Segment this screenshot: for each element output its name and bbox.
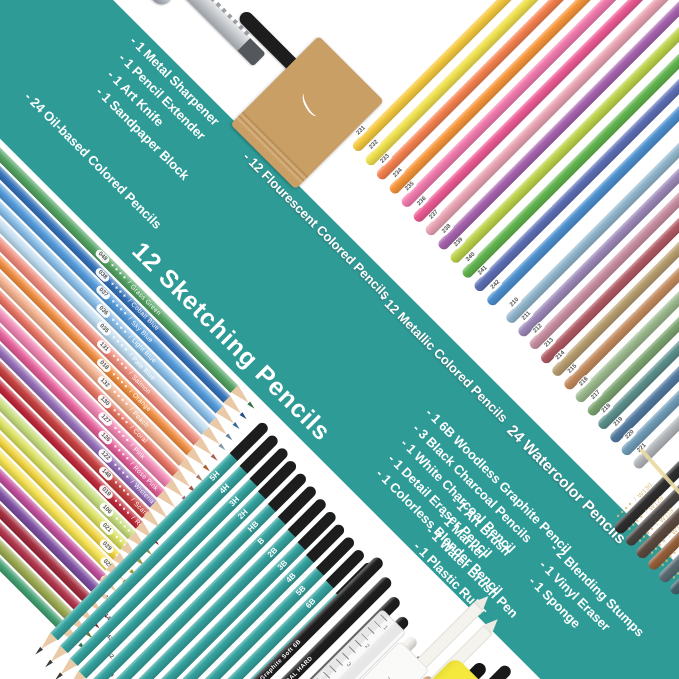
grade-label: 5H bbox=[207, 469, 222, 483]
pencil-core-tip bbox=[225, 432, 234, 442]
ruler-number: 2 bbox=[363, 643, 370, 650]
ruler-number: 3 bbox=[344, 661, 352, 669]
grade-label: 6B bbox=[303, 596, 318, 611]
eraser-label: Vinyl bbox=[375, 675, 394, 679]
grade-label: 2B bbox=[265, 545, 280, 560]
sandpaper-staple-mark bbox=[299, 90, 323, 119]
grade-label: HB bbox=[246, 519, 261, 534]
pencil-core-tip bbox=[210, 453, 220, 463]
grade-label: B bbox=[255, 536, 267, 547]
grade-label: 3H bbox=[227, 494, 241, 509]
grade-label: 3B bbox=[275, 558, 289, 572]
grade-label: 4H bbox=[217, 481, 231, 496]
pencil-core-tip bbox=[247, 401, 256, 411]
grade-label: 4B bbox=[284, 571, 299, 585]
graphite-point bbox=[53, 672, 63, 679]
pencil-core-tip bbox=[217, 443, 227, 452]
graphite-point bbox=[33, 646, 44, 657]
pencil-core-tip bbox=[232, 422, 242, 431]
grade-label: 5B bbox=[294, 583, 308, 598]
ruler-number: 1 bbox=[381, 624, 389, 632]
grade-label: 2H bbox=[236, 507, 251, 522]
graphite-point bbox=[43, 659, 53, 669]
pencil-core-tip bbox=[240, 411, 249, 421]
